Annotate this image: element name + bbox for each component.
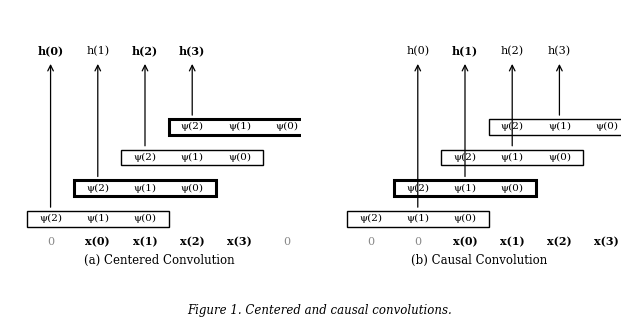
- Text: (b) Causal Convolution: (b) Causal Convolution: [411, 254, 547, 267]
- Text: ψ(0): ψ(0): [595, 122, 618, 132]
- Text: ψ(1): ψ(1): [228, 122, 251, 132]
- Text: x(2): x(2): [180, 237, 205, 248]
- Text: ψ(0): ψ(0): [500, 184, 524, 193]
- Bar: [442, 149, 583, 165]
- Text: ψ(1): ψ(1): [86, 214, 109, 223]
- Text: ψ(0): ψ(0): [275, 122, 298, 132]
- Text: ψ(1): ψ(1): [548, 122, 571, 132]
- Text: x(1): x(1): [500, 237, 525, 248]
- Text: x(3): x(3): [227, 237, 252, 248]
- Text: x(2): x(2): [547, 237, 572, 248]
- Text: h(1): h(1): [86, 46, 109, 57]
- Text: ψ(0): ψ(0): [548, 153, 571, 162]
- Text: ψ(0): ψ(0): [454, 214, 477, 223]
- Text: h(3): h(3): [548, 46, 571, 57]
- Text: ψ(2): ψ(2): [134, 153, 157, 162]
- Bar: [74, 180, 216, 196]
- Text: ψ(1): ψ(1): [134, 184, 157, 193]
- Text: h(0): h(0): [406, 46, 429, 57]
- Text: h(3): h(3): [179, 45, 205, 57]
- Bar: [168, 119, 310, 135]
- Text: x(0): x(0): [452, 237, 477, 248]
- Text: ψ(2): ψ(2): [454, 153, 477, 162]
- Text: ψ(1): ψ(1): [454, 184, 477, 193]
- Text: x(3): x(3): [595, 237, 619, 248]
- Text: (a) Centered Convolution: (a) Centered Convolution: [84, 254, 234, 267]
- Text: ψ(1): ψ(1): [180, 153, 204, 162]
- Bar: [27, 211, 168, 227]
- Text: h(2): h(2): [132, 45, 158, 57]
- Text: h(2): h(2): [500, 46, 524, 57]
- Text: ψ(1): ψ(1): [500, 153, 524, 162]
- Text: 0: 0: [47, 237, 54, 247]
- Text: x(1): x(1): [132, 237, 157, 248]
- Text: 0: 0: [283, 237, 290, 247]
- Text: x(0): x(0): [86, 237, 110, 248]
- Bar: [394, 180, 536, 196]
- Text: Figure 1. Centered and causal convolutions.: Figure 1. Centered and causal convolutio…: [188, 304, 452, 317]
- Text: ψ(2): ψ(2): [39, 214, 62, 223]
- Text: ψ(2): ψ(2): [180, 122, 204, 132]
- Text: ψ(2): ψ(2): [86, 184, 109, 193]
- Text: ψ(2): ψ(2): [406, 184, 429, 193]
- Text: 0: 0: [414, 237, 421, 247]
- Text: h(1): h(1): [452, 45, 478, 57]
- Text: ψ(0): ψ(0): [134, 214, 157, 223]
- Text: 0: 0: [367, 237, 374, 247]
- Text: ψ(1): ψ(1): [406, 214, 429, 223]
- Text: ψ(0): ψ(0): [228, 153, 251, 162]
- Text: ψ(0): ψ(0): [180, 184, 204, 193]
- Text: ψ(2): ψ(2): [359, 214, 382, 223]
- Bar: [347, 211, 488, 227]
- Text: h(0): h(0): [38, 45, 63, 57]
- Text: ψ(2): ψ(2): [500, 122, 524, 132]
- Bar: [488, 119, 630, 135]
- Bar: [122, 149, 263, 165]
